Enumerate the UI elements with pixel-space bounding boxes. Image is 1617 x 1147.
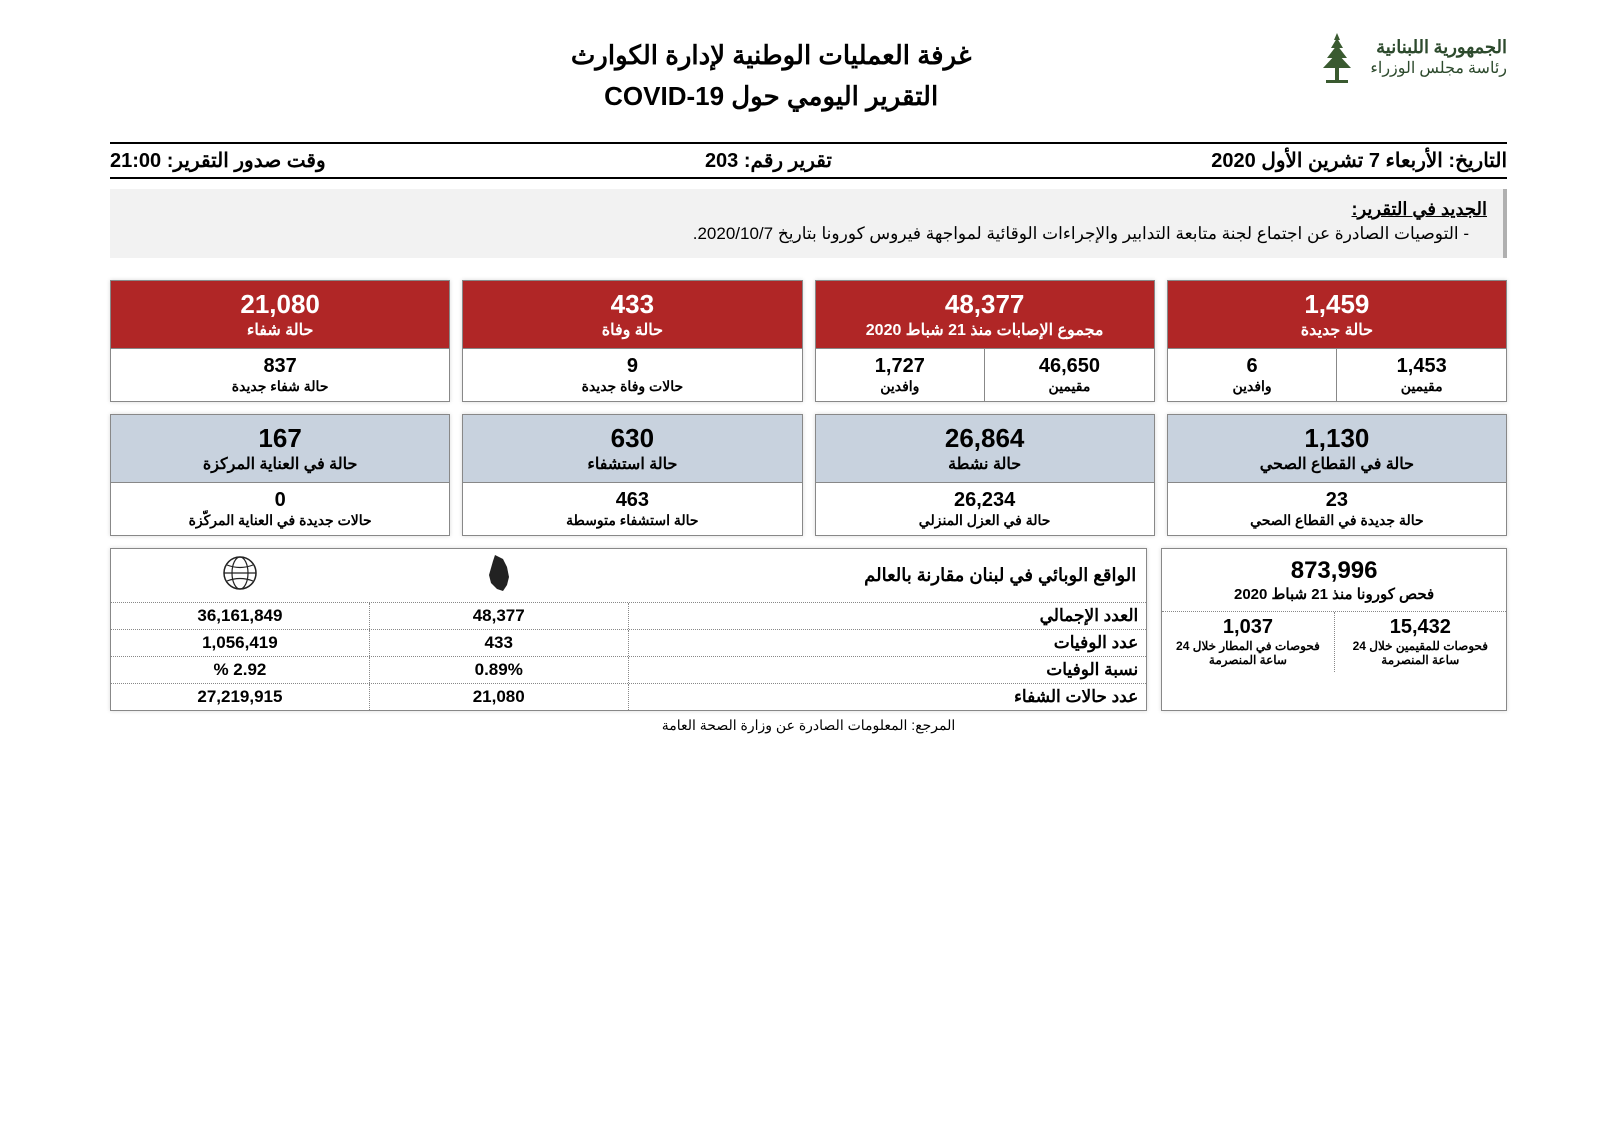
logo-block: الجمهورية اللبنانية رئاسة مجلس الوزراء [1312,30,1507,85]
cards-row-1: 1,459 حالة جديدة 1,453مقيمين 6وافدين 48,… [110,280,1507,402]
compare-card: الواقع الوبائي في لبنان مقارنة بالعالم ا… [110,548,1147,711]
table-row: عدد حالات الشفاء 21,080 27,219,915 [111,683,1146,710]
card-new-cases: 1,459 حالة جديدة 1,453مقيمين 6وافدين [1167,280,1507,402]
header: الجمهورية اللبنانية رئاسة مجلس الوزراء غ… [110,30,1507,112]
titles: غرفة العمليات الوطنية لإدارة الكوارث الت… [250,30,1292,112]
meta-time: وقت صدور التقرير: 21:00 [110,148,326,173]
meta-date: التاريخ: الأربعاء 7 تشرين الأول 2020 [1211,148,1507,173]
lebanon-icon [370,549,629,602]
compare-table: العدد الإجمالي 48,377 36,161,849 عدد الو… [111,602,1146,710]
cards-row-2: 1,130 حالة في القطاع الصحي 23حالة جديدة … [110,414,1507,536]
council-name: رئاسة مجلس الوزراء [1370,58,1507,78]
republic-name: الجمهورية اللبنانية [1370,37,1507,58]
tests-card: 873,996 فحص كورونا منذ 21 شباط 2020 15,4… [1161,548,1507,711]
meta-report: تقرير رقم: 203 [705,148,832,173]
meta-row: التاريخ: الأربعاء 7 تشرين الأول 2020 تقر… [110,142,1507,179]
footer-note: المرجع: المعلومات الصادرة عن وزارة الصحة… [110,717,1507,734]
card-active: 26,864 حالة نشطة 26,234حالة في العزل الم… [815,414,1155,536]
table-row: عدد الوفيات 433 1,056,419 [111,629,1146,656]
cedar-icon [1312,30,1362,85]
title-main: غرفة العمليات الوطنية لإدارة الكوارث [250,40,1292,71]
news-box: الجديد في التقرير: - التوصيات الصادرة عن… [110,189,1507,258]
new-cases-num: 1,459 [1172,289,1502,320]
new-cases-lbl: حالة جديدة [1172,320,1502,340]
card-hospitalized: 630 حالة استشفاء 463حالة استشفاء متوسطة [462,414,802,536]
table-row: نسبة الوفيات 0.89% 2.92 % [111,656,1146,683]
globe-icon [111,550,370,601]
news-item: - التوصيات الصادرة عن اجتماع لجنة متابعة… [126,224,1487,244]
card-total-cases: 48,377 مجموع الإصابات منذ 21 شباط 2020 4… [815,280,1155,402]
card-health-sector: 1,130 حالة في القطاع الصحي 23حالة جديدة … [1167,414,1507,536]
table-row: العدد الإجمالي 48,377 36,161,849 [111,602,1146,629]
card-icu: 167 حالة في العناية المركزة 0حالات جديدة… [110,414,450,536]
card-deaths: 433 حالة وفاة 9حالات وفاة جديدة [462,280,802,402]
news-heading: الجديد في التقرير: [126,199,1487,220]
compare-title: الواقع الوبائي في لبنان مقارنة بالعالم [629,557,1147,594]
card-recovered: 21,080 حالة شفاء 837حالة شفاء جديدة [110,280,450,402]
title-sub: التقرير اليومي حول COVID-19 [250,81,1292,112]
logo-text: الجمهورية اللبنانية رئاسة مجلس الوزراء [1370,37,1507,78]
bottom-area: 873,996 فحص كورونا منذ 21 شباط 2020 15,4… [110,548,1507,711]
